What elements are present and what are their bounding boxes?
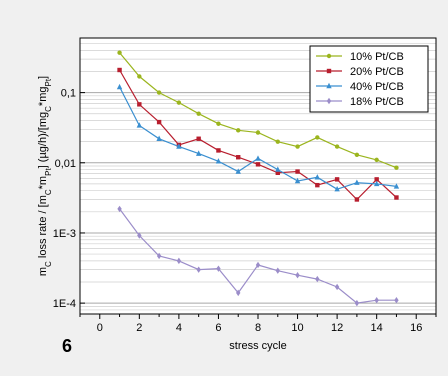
data-point	[334, 177, 340, 182]
legend-entry: 20% Pt/CB	[316, 66, 404, 78]
data-point	[314, 174, 321, 180]
data-point	[275, 139, 280, 144]
x-tick-label: 8	[255, 322, 261, 334]
data-point	[374, 157, 379, 163]
data-point	[117, 67, 122, 73]
x-tick-label: 12	[331, 322, 343, 334]
data-point	[334, 283, 340, 291]
series-1	[117, 50, 399, 170]
data-point	[136, 122, 143, 128]
data-point	[295, 272, 300, 279]
data-point	[255, 155, 261, 161]
data-point	[294, 177, 301, 184]
series-4	[117, 205, 399, 307]
data-point	[354, 179, 360, 185]
data-point	[156, 252, 162, 260]
data-point	[295, 144, 300, 149]
data-point	[215, 158, 222, 164]
data-point	[156, 90, 162, 95]
data-point	[216, 265, 221, 272]
data-point	[196, 136, 201, 141]
legend-marker	[326, 68, 332, 74]
data-point	[354, 152, 360, 157]
data-point	[315, 135, 320, 140]
data-point	[394, 165, 399, 170]
legend-label: 18% Pt/CB	[350, 96, 404, 108]
data-point	[334, 186, 340, 192]
data-point	[315, 275, 320, 283]
figure-number: 6	[62, 336, 73, 356]
data-point	[354, 197, 360, 202]
data-point	[216, 148, 221, 153]
data-point	[137, 102, 142, 107]
data-point	[394, 297, 399, 304]
data-point	[236, 289, 241, 297]
x-tick-label: 4	[176, 322, 182, 334]
x-tick-label: 14	[371, 322, 383, 334]
x-tick-label: 0	[97, 322, 103, 334]
data-point	[116, 83, 123, 90]
series-3	[116, 83, 400, 192]
data-point	[255, 162, 261, 167]
data-point	[156, 135, 162, 141]
legend-entry: 40% Pt/CB	[316, 81, 404, 93]
data-point	[137, 232, 142, 239]
data-point	[236, 155, 241, 160]
data-point	[275, 166, 281, 172]
legend-entry: 18% Pt/CB	[316, 96, 404, 108]
x-tick-label: 10	[291, 322, 303, 334]
y-tick-label: 1E-4	[53, 298, 76, 310]
y-tick-label: 0,1	[61, 88, 76, 100]
legend-label: 20% Pt/CB	[350, 66, 404, 78]
data-point	[117, 50, 122, 55]
axes: 1E-4 1E-3 0,01 0,1 0 2 4 6 8 10 12 14 16	[53, 88, 437, 334]
data-point	[315, 182, 320, 188]
data-point	[374, 177, 379, 182]
data-point	[176, 100, 182, 105]
data-point	[117, 205, 122, 213]
data-point	[195, 150, 202, 156]
series-layer	[116, 50, 400, 307]
legend-marker	[326, 53, 332, 59]
y-tick-label: 0,01	[55, 158, 76, 170]
data-point	[394, 195, 399, 200]
x-tick-label: 16	[410, 322, 422, 334]
legend-label: 40% Pt/CB	[350, 81, 404, 93]
data-point	[275, 267, 280, 274]
data-point	[137, 74, 142, 79]
legend: 10% Pt/CB 20% Pt/CB 40% Pt/CB 18% Pt/CB	[309, 45, 429, 113]
legend-entry: 10% Pt/CB	[316, 51, 404, 63]
data-point	[295, 169, 300, 174]
legend-label: 10% Pt/CB	[350, 51, 404, 63]
y-tick-label: 1E-3	[53, 228, 76, 240]
data-point	[196, 111, 201, 116]
data-point	[216, 121, 221, 126]
data-point	[374, 297, 379, 304]
data-point	[196, 266, 201, 273]
data-point	[236, 128, 241, 133]
data-point	[275, 170, 280, 175]
data-point	[354, 299, 360, 307]
data-point	[156, 119, 162, 125]
x-tick-label: 2	[136, 322, 142, 334]
data-point	[393, 183, 400, 189]
data-point	[334, 144, 340, 149]
data-point	[176, 143, 182, 149]
data-point	[255, 261, 261, 269]
data-point	[373, 180, 380, 187]
x-tick-label: 6	[215, 322, 221, 334]
legend-marker	[326, 82, 332, 89]
data-point	[235, 168, 241, 174]
x-axis-title: stress cycle	[229, 340, 286, 352]
legend-marker	[326, 97, 332, 105]
data-point	[255, 130, 261, 135]
data-point	[176, 257, 182, 265]
y-axis-title: mC loss rate / [mC*mPt] (µg/h)/[mgC*mgPt…	[37, 76, 53, 276]
